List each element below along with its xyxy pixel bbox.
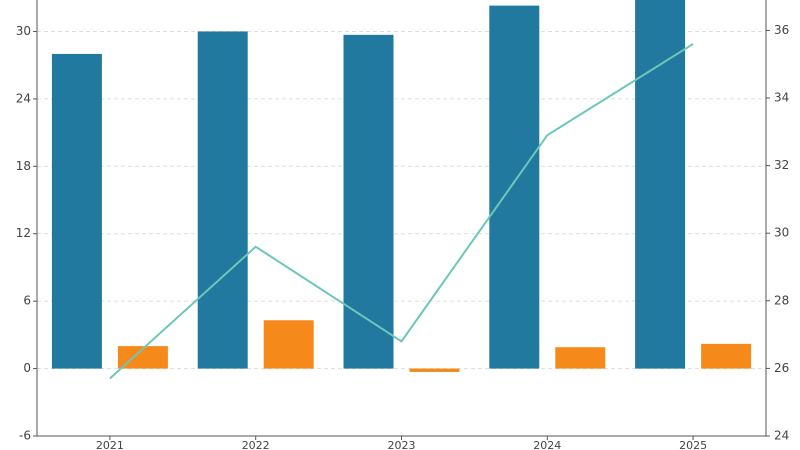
x-tick-label: 2022: [242, 439, 270, 450]
y2-tick-label: 36: [774, 23, 789, 37]
bar: [409, 368, 460, 372]
bar: [489, 5, 540, 369]
bar: [197, 31, 248, 369]
y2-tick-label: 26: [774, 361, 789, 375]
plot-area: [51, 0, 752, 380]
x-tick-label: 2023: [388, 439, 416, 450]
y-tick-label: 6: [23, 294, 31, 308]
y2-tick-label: 30: [774, 226, 789, 240]
x-tick-label: 2025: [679, 439, 707, 450]
y-tick-label: 18: [16, 159, 31, 173]
bar: [555, 347, 606, 369]
y-tick-label: 0: [23, 361, 31, 375]
y2-tick-label: 24: [774, 429, 789, 443]
x-tick-label: 2024: [533, 439, 561, 450]
bar: [51, 53, 102, 369]
x-tick-label: 2021: [96, 439, 124, 450]
bar: [635, 0, 686, 369]
y-tick-label: 24: [16, 91, 31, 105]
y-tick-label: 30: [16, 24, 31, 38]
y2-tick-label: 34: [774, 91, 789, 105]
line: [109, 43, 694, 380]
y2-tick-label: 28: [774, 293, 789, 307]
y-tick-label: -6: [19, 429, 31, 443]
bar: [343, 34, 394, 369]
y-tick-label: 12: [16, 226, 31, 240]
y2-tick-label: 32: [774, 158, 789, 172]
bar: [263, 320, 314, 369]
bar: [701, 343, 752, 369]
grid: [37, 30, 766, 437]
bar: [117, 346, 168, 369]
